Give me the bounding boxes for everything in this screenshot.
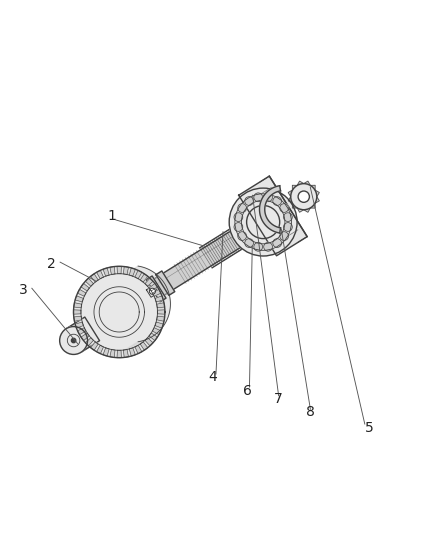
Polygon shape <box>124 350 128 358</box>
Polygon shape <box>315 197 319 203</box>
Text: 2: 2 <box>47 257 56 271</box>
Circle shape <box>254 243 262 251</box>
Polygon shape <box>74 310 81 314</box>
Polygon shape <box>288 190 293 197</box>
Polygon shape <box>110 266 115 274</box>
Text: 6: 6 <box>243 384 252 398</box>
Circle shape <box>273 197 282 205</box>
Polygon shape <box>125 266 170 350</box>
Polygon shape <box>157 316 165 321</box>
Circle shape <box>283 213 292 222</box>
Circle shape <box>264 243 272 251</box>
Polygon shape <box>310 203 315 208</box>
Polygon shape <box>155 322 163 328</box>
Text: 5: 5 <box>365 421 374 434</box>
Polygon shape <box>85 278 93 286</box>
Polygon shape <box>91 342 98 350</box>
Text: 4: 4 <box>208 370 217 384</box>
Polygon shape <box>129 268 135 276</box>
Polygon shape <box>117 266 121 274</box>
Text: 7: 7 <box>273 392 282 406</box>
Polygon shape <box>156 271 175 295</box>
Circle shape <box>60 327 88 354</box>
Polygon shape <box>149 284 157 291</box>
Circle shape <box>280 232 289 240</box>
Polygon shape <box>157 303 165 308</box>
Circle shape <box>71 338 76 343</box>
Polygon shape <box>315 190 319 197</box>
Polygon shape <box>239 176 307 256</box>
Circle shape <box>234 223 243 231</box>
Polygon shape <box>91 274 98 282</box>
Polygon shape <box>85 338 93 346</box>
Polygon shape <box>155 296 163 302</box>
Circle shape <box>229 188 297 256</box>
Polygon shape <box>90 199 292 335</box>
Circle shape <box>291 184 317 209</box>
Circle shape <box>238 204 247 212</box>
Polygon shape <box>117 350 121 358</box>
Polygon shape <box>297 181 304 185</box>
Polygon shape <box>260 185 280 233</box>
Circle shape <box>273 239 282 247</box>
Circle shape <box>238 232 247 240</box>
Polygon shape <box>152 289 161 296</box>
Polygon shape <box>145 278 153 286</box>
Circle shape <box>254 193 262 201</box>
Polygon shape <box>140 342 148 350</box>
Polygon shape <box>146 276 166 302</box>
Circle shape <box>245 197 254 205</box>
Polygon shape <box>297 208 304 212</box>
Polygon shape <box>140 274 148 282</box>
Polygon shape <box>96 270 103 279</box>
Polygon shape <box>74 316 82 321</box>
Circle shape <box>74 266 165 358</box>
Polygon shape <box>96 345 103 353</box>
Polygon shape <box>75 322 83 328</box>
Text: 1: 1 <box>108 209 117 223</box>
Text: 3: 3 <box>19 284 28 297</box>
Polygon shape <box>78 289 86 296</box>
Polygon shape <box>124 266 128 274</box>
Polygon shape <box>145 338 153 346</box>
Polygon shape <box>103 348 109 356</box>
Polygon shape <box>293 203 297 208</box>
Polygon shape <box>304 181 310 185</box>
Polygon shape <box>304 208 310 212</box>
Circle shape <box>298 191 309 203</box>
Polygon shape <box>152 328 161 335</box>
Circle shape <box>264 193 272 201</box>
Circle shape <box>149 288 155 294</box>
Polygon shape <box>75 296 83 302</box>
Polygon shape <box>129 348 135 356</box>
Circle shape <box>234 213 243 222</box>
Polygon shape <box>135 345 142 353</box>
Polygon shape <box>74 303 82 308</box>
Circle shape <box>283 223 292 231</box>
Circle shape <box>280 204 289 212</box>
Polygon shape <box>66 317 99 352</box>
Text: 8: 8 <box>306 405 315 419</box>
Polygon shape <box>81 284 89 291</box>
Polygon shape <box>288 197 293 203</box>
Polygon shape <box>149 333 157 341</box>
Polygon shape <box>310 185 315 190</box>
Polygon shape <box>135 270 142 279</box>
Polygon shape <box>158 310 165 314</box>
Polygon shape <box>103 268 109 276</box>
Circle shape <box>245 239 254 247</box>
Polygon shape <box>110 350 115 358</box>
Polygon shape <box>78 328 86 335</box>
Polygon shape <box>81 333 89 341</box>
Polygon shape <box>146 285 159 297</box>
Polygon shape <box>293 185 297 190</box>
